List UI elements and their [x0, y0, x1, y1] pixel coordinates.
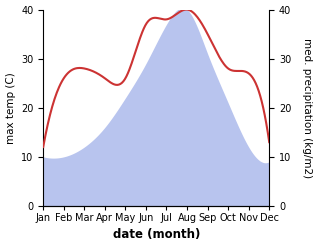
- Y-axis label: med. precipitation (kg/m2): med. precipitation (kg/m2): [302, 38, 313, 178]
- X-axis label: date (month): date (month): [113, 228, 200, 242]
- Y-axis label: max temp (C): max temp (C): [5, 72, 16, 144]
